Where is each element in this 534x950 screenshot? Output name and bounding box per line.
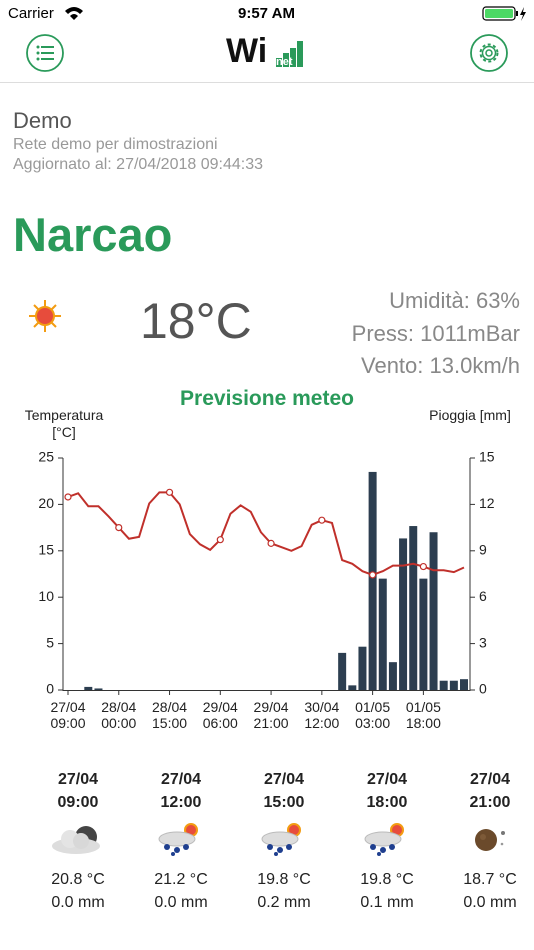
forecast-time: 18:00 <box>366 794 408 811</box>
forecast-temperature: 19.8 °C <box>360 871 414 888</box>
rain-bar <box>409 526 418 690</box>
x-tick-label: 27/04 09:00 <box>50 699 86 731</box>
forecast-date: 27/04 <box>263 771 305 788</box>
x-tick-label: 29/04 21:00 <box>253 699 289 731</box>
forecast-temperature: 21.2 °C <box>154 871 208 888</box>
y-tick-label: 10 <box>38 588 54 604</box>
station-name: Narcao <box>13 208 173 261</box>
temperature-point <box>419 562 427 571</box>
forecast-temperature: 19.8 °C <box>257 871 311 888</box>
rain-sun-icon <box>261 823 301 856</box>
rain-bar <box>449 680 458 690</box>
y2-tick-label: 6 <box>479 588 487 604</box>
rain-bar <box>460 679 468 690</box>
network-name: Demo <box>13 108 72 133</box>
y2-tick-label: 12 <box>479 495 495 511</box>
rain-bar <box>439 680 448 690</box>
rain-bar <box>419 578 428 690</box>
rain-sun-icon <box>158 823 198 856</box>
wifi-icon <box>65 7 83 20</box>
forecast-card[interactable]: 27/04 18:00 19.8 °C 0.1 mm <box>335 768 439 914</box>
forecast-rain: 0.0 mm <box>154 894 208 911</box>
x-tick-label: 01/05 18:00 <box>405 699 441 731</box>
y-tick-label: 20 <box>38 495 54 511</box>
sun-icon <box>29 300 61 332</box>
current-temperature: 18°C <box>140 293 252 349</box>
battery-icon <box>482 6 526 21</box>
rain-bar <box>378 578 387 690</box>
wind: Vento: 13.0km/h <box>361 353 520 378</box>
y-axis-label: Temperatura [°C] <box>24 407 104 440</box>
y-tick-label: 0 <box>46 681 54 697</box>
temperature-point <box>267 539 275 547</box>
y-tick-label: 25 <box>38 449 54 465</box>
forecast-card[interactable]: 27/04 09:00 20.8 °C 0.0 mm <box>26 768 130 914</box>
forecast-time: 21:00 <box>469 794 511 811</box>
rain-bar <box>358 646 367 690</box>
rain-bar <box>429 532 438 690</box>
forecast-rain: 0.0 mm <box>51 894 105 911</box>
forecast-time: 12:00 <box>160 794 202 811</box>
y-tick-label: 15 <box>38 542 54 558</box>
forecast-time: 09:00 <box>57 794 99 811</box>
carrier: Carrier <box>8 5 54 22</box>
forecast-rain: 0.0 mm <box>463 894 517 911</box>
pressure: Press: 1011mBar <box>351 321 520 346</box>
forecast-temperature: 20.8 °C <box>51 871 105 888</box>
temperature-point <box>165 488 174 496</box>
rain-bar <box>399 538 408 690</box>
forecast-date: 27/04 <box>469 771 511 788</box>
network-description: Rete demo per dimostrazioni <box>13 136 218 153</box>
cloud-icon <box>52 826 100 854</box>
menu-button[interactable] <box>25 34 67 74</box>
x-tick-label: 28/04 00:00 <box>101 699 137 731</box>
x-tick-label: 29/04 06:00 <box>202 699 238 731</box>
rain-sun-icon <box>364 823 404 856</box>
x-tick-label: 28/04 15:00 <box>152 699 188 731</box>
y2-tick-label: 0 <box>479 681 487 697</box>
rain-bar <box>348 685 357 690</box>
rain-bar <box>368 471 377 690</box>
y2-axis-label: Pioggia [mm] <box>429 407 511 423</box>
y2-tick-label: 9 <box>479 542 487 558</box>
forecast-time: 15:00 <box>263 794 305 811</box>
temperature-point <box>369 571 377 579</box>
y2-tick-label: 15 <box>479 449 495 465</box>
divider <box>0 82 534 83</box>
forecast-date: 27/04 <box>57 771 99 788</box>
y-tick-label: 5 <box>46 634 54 650</box>
logo: Wi <box>226 32 268 70</box>
forecast-rain: 0.2 mm <box>257 894 311 911</box>
temperature-point <box>64 493 72 501</box>
forecast-rain: 0.1 mm <box>360 894 414 911</box>
logo-sub: net <box>276 56 293 68</box>
forecast-date: 27/04 <box>160 771 202 788</box>
rain-bar <box>388 662 397 690</box>
clock: 9:57 AM <box>238 5 295 22</box>
rain-bar <box>338 652 347 690</box>
rain-bar <box>84 686 93 690</box>
forecast-card[interactable]: 27/04 15:00 19.8 °C 0.2 mm <box>232 768 336 914</box>
humidity: Umidità: 63% <box>389 288 520 313</box>
updated: Aggiornato al: 27/04/2018 09:44:33 <box>13 156 263 173</box>
temperature-point <box>216 536 224 544</box>
chart: 0 5 10 15 20 25 0 3 6 9 12 15 <box>38 449 495 697</box>
settings-button[interactable] <box>468 34 510 74</box>
x-tick-label: 01/05 03:00 <box>355 699 391 731</box>
forecast-card[interactable]: 27/04 21:00 18.7 °C 0.0 mm <box>438 768 534 914</box>
temperature-point <box>318 516 326 524</box>
temperature-point <box>115 523 123 532</box>
forecast-temperature: 18.7 °C <box>463 871 517 888</box>
forecast-card[interactable]: 27/04 12:00 21.2 °C 0.0 mm <box>129 768 233 914</box>
x-tick-label: 30/04 12:00 <box>304 699 340 731</box>
logo-bars <box>276 41 303 67</box>
chart-title: Previsione meteo <box>180 387 354 410</box>
y2-tick-label: 3 <box>479 634 487 650</box>
temperature-line <box>67 491 465 576</box>
forecast-date: 27/04 <box>366 771 408 788</box>
rain-bar <box>94 688 103 690</box>
moon-icon <box>475 829 505 851</box>
